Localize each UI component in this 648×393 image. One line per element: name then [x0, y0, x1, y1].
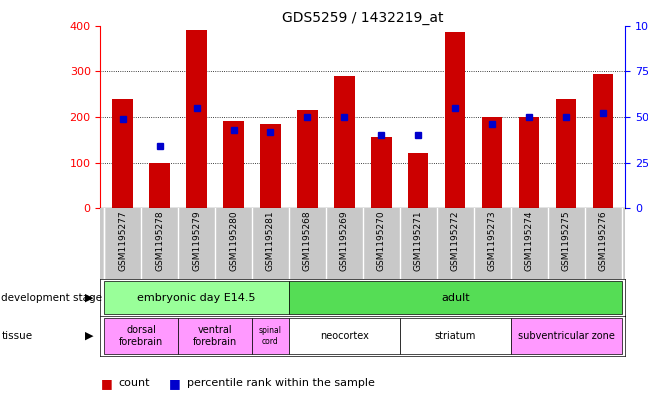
Bar	[408, 153, 428, 208]
Bar	[556, 99, 576, 208]
Text: neocortex: neocortex	[320, 331, 369, 341]
Text: adult: adult	[441, 293, 470, 303]
Text: GSM1195271: GSM1195271	[414, 210, 423, 271]
Bar	[178, 318, 252, 354]
Bar	[334, 76, 354, 208]
Text: ■: ■	[168, 376, 180, 390]
Bar	[113, 99, 133, 208]
Bar	[187, 30, 207, 208]
Text: development stage: development stage	[1, 293, 102, 303]
Bar	[297, 110, 318, 208]
Bar	[593, 73, 613, 208]
Text: spinal
cord: spinal cord	[259, 326, 282, 346]
Bar	[260, 124, 281, 208]
Text: GSM1195272: GSM1195272	[451, 210, 460, 271]
Bar	[104, 281, 289, 314]
Text: GSM1195270: GSM1195270	[377, 210, 386, 271]
Text: ventral
forebrain: ventral forebrain	[193, 325, 237, 347]
Bar	[104, 318, 178, 354]
Bar	[511, 318, 621, 354]
Text: GSM1195275: GSM1195275	[562, 210, 571, 271]
Text: ▶: ▶	[86, 293, 94, 303]
Text: GSM1195276: GSM1195276	[599, 210, 608, 271]
Text: dorsal
forebrain: dorsal forebrain	[119, 325, 163, 347]
Bar	[519, 117, 539, 208]
Title: GDS5259 / 1432219_at: GDS5259 / 1432219_at	[282, 11, 444, 24]
Text: count: count	[119, 378, 150, 388]
Text: GSM1195280: GSM1195280	[229, 210, 238, 271]
Bar	[150, 163, 170, 208]
Bar	[400, 318, 511, 354]
Text: percentile rank within the sample: percentile rank within the sample	[187, 378, 375, 388]
Text: GSM1195277: GSM1195277	[118, 210, 127, 271]
Text: tissue: tissue	[1, 331, 32, 341]
Text: ▶: ▶	[86, 331, 94, 341]
Text: subventricular zone: subventricular zone	[518, 331, 614, 341]
Text: GSM1195268: GSM1195268	[303, 210, 312, 271]
Text: striatum: striatum	[435, 331, 476, 341]
Bar	[482, 117, 502, 208]
Text: ■: ■	[100, 376, 112, 390]
Text: GSM1195274: GSM1195274	[525, 210, 534, 271]
Bar	[224, 121, 244, 208]
Bar	[371, 138, 391, 208]
Text: GSM1195278: GSM1195278	[155, 210, 164, 271]
Bar	[445, 32, 465, 208]
Text: GSM1195279: GSM1195279	[192, 210, 201, 271]
Bar	[252, 318, 289, 354]
Text: GSM1195281: GSM1195281	[266, 210, 275, 271]
Text: embryonic day E14.5: embryonic day E14.5	[137, 293, 256, 303]
Bar	[289, 281, 621, 314]
Text: GSM1195273: GSM1195273	[488, 210, 497, 271]
Text: GSM1195269: GSM1195269	[340, 210, 349, 271]
Bar	[289, 318, 400, 354]
